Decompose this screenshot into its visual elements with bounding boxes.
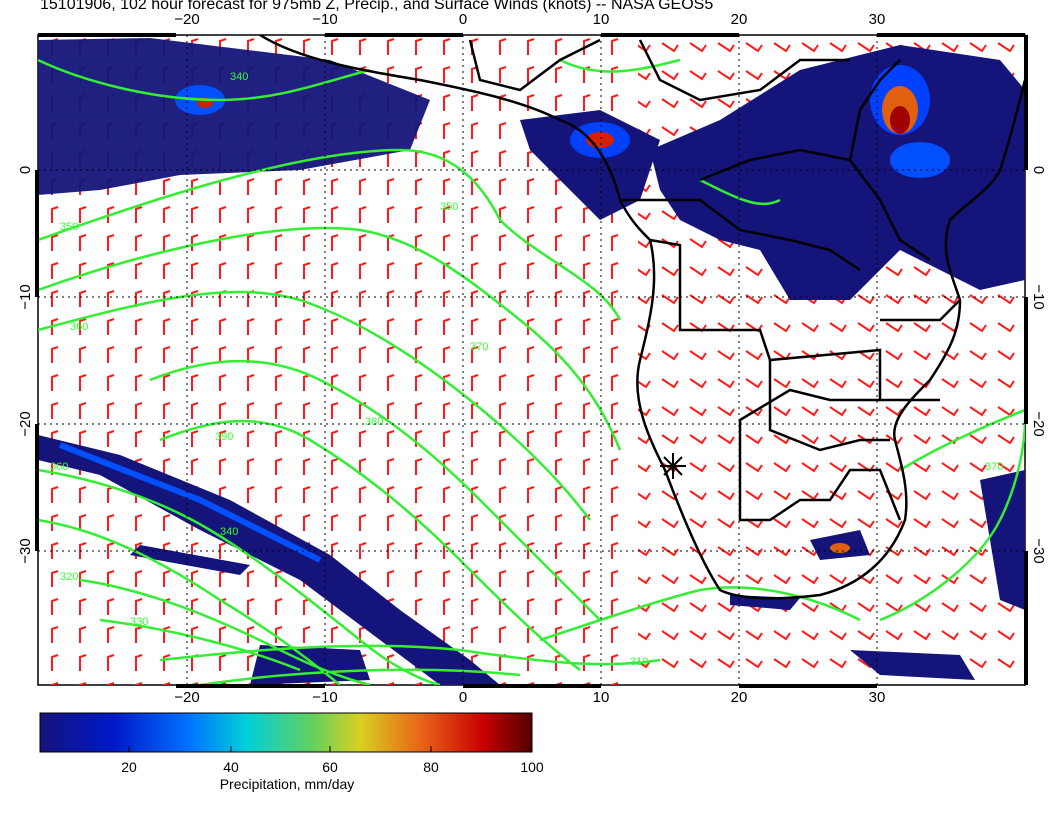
graticule — [38, 35, 1025, 685]
coastlines — [259, 35, 1025, 600]
contour-label: 310 — [630, 656, 648, 668]
x-tick-label: 20 — [731, 689, 748, 706]
station-marker-icon — [660, 453, 686, 479]
x-tick-label: 20 — [731, 11, 748, 28]
contour-label: 390 — [215, 431, 233, 443]
y-tick-label: 0 — [1030, 166, 1047, 174]
plot-area: 340 350 360 370 380 390 330 320 310 340 … — [17, 11, 1047, 706]
y-tick-label: −30 — [1030, 538, 1047, 563]
bottom-axis-labels: −20 −10 0 10 20 30 — [174, 689, 885, 706]
colorbar: 20 40 60 80 100 Precipitation, mm/day — [39, 712, 544, 792]
contour-label: 370 — [985, 461, 1003, 473]
contour-label: 350 — [440, 201, 458, 213]
x-tick-label: 30 — [869, 689, 886, 706]
y-tick-label: −30 — [17, 538, 34, 563]
x-tick-label: 0 — [459, 11, 467, 28]
colorbar-tick-label: 80 — [423, 759, 439, 775]
contour-label: 370 — [470, 341, 488, 353]
y-tick-label: −20 — [1030, 411, 1047, 436]
contour-labels: 340 350 360 370 380 390 330 320 310 340 … — [50, 71, 1003, 668]
y-tick-label: 0 — [17, 166, 34, 174]
top-axis-labels: −20 −10 0 10 20 30 — [174, 11, 885, 28]
x-tick-label: 0 — [459, 689, 467, 706]
contour-label: 350 — [60, 221, 78, 233]
x-tick-label: 30 — [869, 11, 886, 28]
y-tick-label: −20 — [17, 411, 34, 436]
contour-label: 360 — [50, 461, 68, 473]
colorbar-gradient — [39, 712, 533, 753]
colorbar-tick-label: 60 — [322, 759, 338, 775]
x-tick-label: −10 — [312, 11, 337, 28]
y-tick-label: −10 — [17, 284, 34, 309]
x-tick-label: −20 — [174, 11, 199, 28]
right-axis-labels: 0 −10 −20 −30 — [1030, 166, 1047, 564]
map-border-bars — [35, 33, 1028, 688]
colorbar-tick-label: 40 — [223, 759, 239, 775]
x-tick-label: 10 — [593, 11, 610, 28]
colorbar-tick-label: 100 — [520, 759, 544, 775]
map-title: 15101906, 102 hour forecast for 975mb Z,… — [40, 0, 714, 13]
colorbar-title: Precipitation, mm/day — [220, 776, 355, 792]
contour-label: 330 — [130, 616, 148, 628]
contour-label: 340 — [230, 71, 248, 83]
x-tick-label: −20 — [174, 689, 199, 706]
contour-label: 360 — [70, 321, 88, 333]
x-tick-label: −10 — [312, 689, 337, 706]
height-contours — [38, 58, 1025, 685]
left-axis-labels: 0 −10 −20 −30 — [17, 166, 34, 564]
x-tick-label: 10 — [593, 689, 610, 706]
colorbar-ticks — [128, 746, 432, 752]
contour-label: 340 — [220, 526, 238, 538]
contour-label: 320 — [60, 571, 78, 583]
y-tick-label: −10 — [1030, 284, 1047, 309]
contour-label: 380 — [365, 416, 383, 428]
colorbar-tick-label: 20 — [121, 759, 137, 775]
